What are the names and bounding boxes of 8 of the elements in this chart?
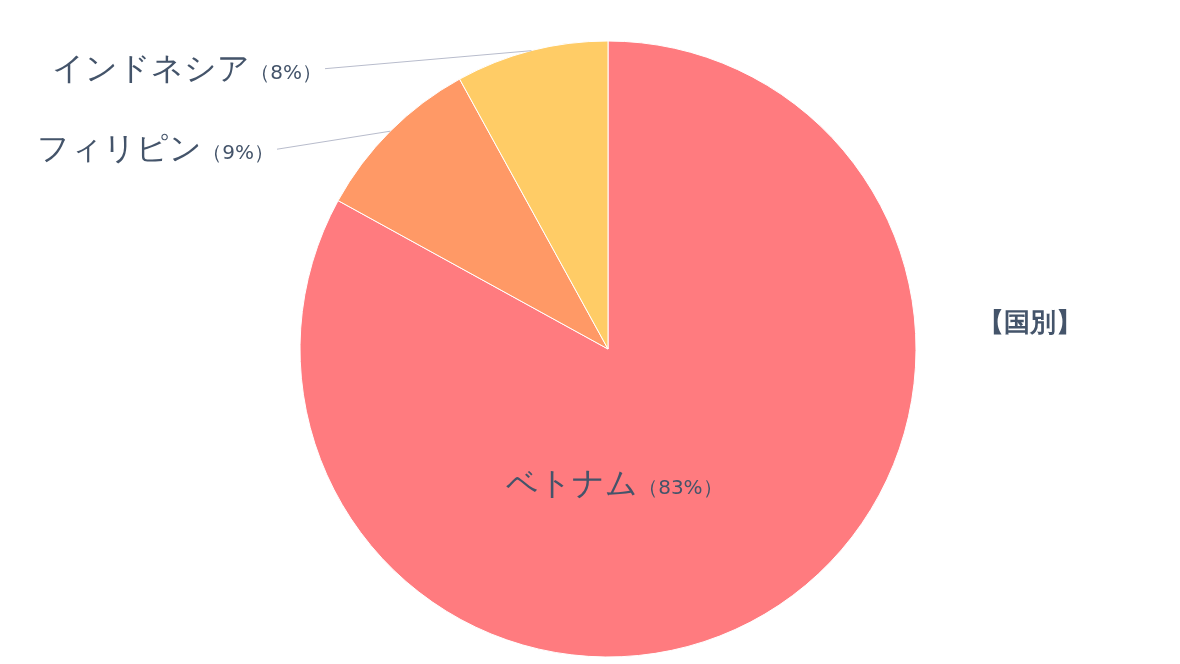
slice-label: インドネシア xyxy=(52,48,251,87)
data-label: （8%） xyxy=(250,59,322,84)
data-label: （83%） xyxy=(638,474,723,499)
slice-label: ベトナム xyxy=(506,463,639,502)
pie-slice xyxy=(299,40,917,658)
slice-label: フィリピン xyxy=(37,129,203,168)
text: 【国別】 xyxy=(978,307,1082,337)
data-label: （9%） xyxy=(202,140,274,165)
